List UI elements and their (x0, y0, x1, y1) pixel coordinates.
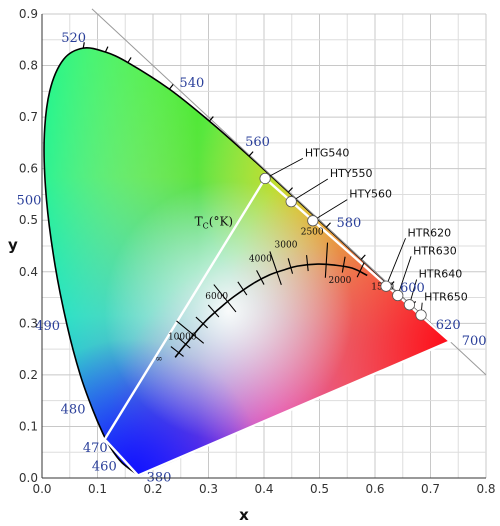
x-tick-label: 0.5 (310, 482, 329, 496)
x-tick-label: 0.1 (88, 482, 107, 496)
isotherm-tick (176, 320, 205, 344)
isotherm-tick (287, 258, 294, 274)
x-tick-label: 0.8 (476, 482, 495, 496)
locus-tick (127, 57, 132, 63)
wavelength-label: 580 (336, 216, 361, 231)
isotherm-tick (237, 281, 248, 296)
locus-tick (104, 46, 109, 53)
isotherm-tick (356, 262, 365, 278)
isotherm-label: 10000 (168, 333, 197, 343)
led-label: HTR640 (419, 268, 463, 281)
wavelength-label: 490 (35, 319, 60, 334)
led-label: HTY550 (330, 167, 373, 180)
wavelength-label: 480 (61, 403, 86, 418)
locus-tick (248, 151, 254, 157)
wavelength-label: 540 (179, 76, 204, 91)
locus-tick (288, 187, 293, 193)
wavelength-label: 500 (17, 193, 42, 208)
y-tick-label: 0.7 (19, 110, 38, 124)
led-callout-line (264, 157, 304, 179)
isotherm-tick (207, 304, 220, 318)
led-label: HTR650 (424, 291, 468, 304)
led-label: HTG540 (305, 146, 350, 159)
isotherm-tick (213, 284, 237, 313)
led-point-marker (380, 280, 392, 292)
x-tick-label: 0.4 (254, 482, 273, 496)
x-tick-label: 0.0 (32, 482, 51, 496)
axes: 0.0 0.1 0.2 0.3 0.4 0.5 0.6 0.7 0.8 0.0 0.1 0.2 0.3 0… (8, 7, 496, 524)
y-tick-label: 0.1 (19, 419, 38, 433)
x-tick-label: 0.6 (365, 482, 384, 496)
y-tick-label: 0.9 (19, 7, 38, 21)
y-tick-label: 0.8 (19, 59, 38, 73)
locus-tick (360, 254, 366, 260)
isotherm-label: 3000 (275, 241, 298, 251)
y-tick-label: 0.0 (19, 471, 38, 485)
labels: TC(°K)∞10000600040003000250020001500HTG5… (17, 31, 487, 485)
wavelength-label: 560 (245, 135, 270, 150)
led-point-marker (307, 215, 319, 227)
y-tick-label: 0.2 (19, 368, 38, 382)
isotherm-tick (256, 270, 265, 285)
led-point-marker (403, 299, 416, 311)
planckian-locus-line (174, 263, 368, 358)
locus-tick (325, 222, 331, 228)
wavelength-label: 520 (61, 31, 86, 46)
led-label: HTY560 (349, 188, 392, 201)
y-tick-label: 0.4 (19, 265, 38, 279)
isotherm-tick (341, 256, 346, 273)
x-axis-label: x (239, 506, 249, 524)
isotherm-label: 6000 (205, 292, 228, 302)
y-tick-label: 0.3 (19, 316, 38, 330)
isotherm-tick (306, 255, 309, 272)
isotherm-label: ∞ (155, 354, 163, 364)
x-tick-label: 0.3 (199, 482, 218, 496)
wavelength-label: 600 (400, 281, 425, 296)
led-callout-line (312, 199, 348, 222)
locus-tick (168, 84, 174, 90)
wavelength-label: 620 (436, 318, 461, 333)
x-tick-label: 0.7 (421, 482, 440, 496)
led-point-marker (259, 172, 271, 185)
y-axis-label: y (8, 236, 18, 254)
wavelength-label: 700 (462, 334, 487, 349)
wavelength-label: 460 (92, 460, 117, 475)
isotherm-tick (177, 337, 191, 349)
led-callout-line (397, 256, 412, 296)
led-point-marker (285, 196, 297, 208)
wavelength-label: 470 (83, 441, 108, 456)
led-callout-line (290, 178, 329, 203)
y-tick-label: 0.6 (19, 162, 38, 176)
isotherm-tick (269, 251, 282, 285)
locus-tick (82, 42, 85, 49)
locus-tick (208, 116, 214, 122)
led-label: HTR620 (408, 226, 452, 239)
led-point-marker (392, 289, 404, 302)
led-point-marker (415, 309, 427, 321)
isotherm-label: 4000 (249, 255, 272, 265)
led-callout-line (385, 238, 406, 287)
isotherm-label: 2500 (301, 228, 324, 238)
x-tick-label: 0.2 (143, 482, 162, 496)
planckian-label: TC(°K) (195, 214, 233, 230)
isotherm-label: 2000 (328, 276, 351, 286)
isotherm-tick (170, 346, 184, 357)
y-tick-label: 0.5 (19, 213, 38, 227)
isotherm-tick (195, 316, 208, 329)
isotherm-tick (324, 242, 329, 278)
led-label: HTR630 (413, 244, 457, 257)
